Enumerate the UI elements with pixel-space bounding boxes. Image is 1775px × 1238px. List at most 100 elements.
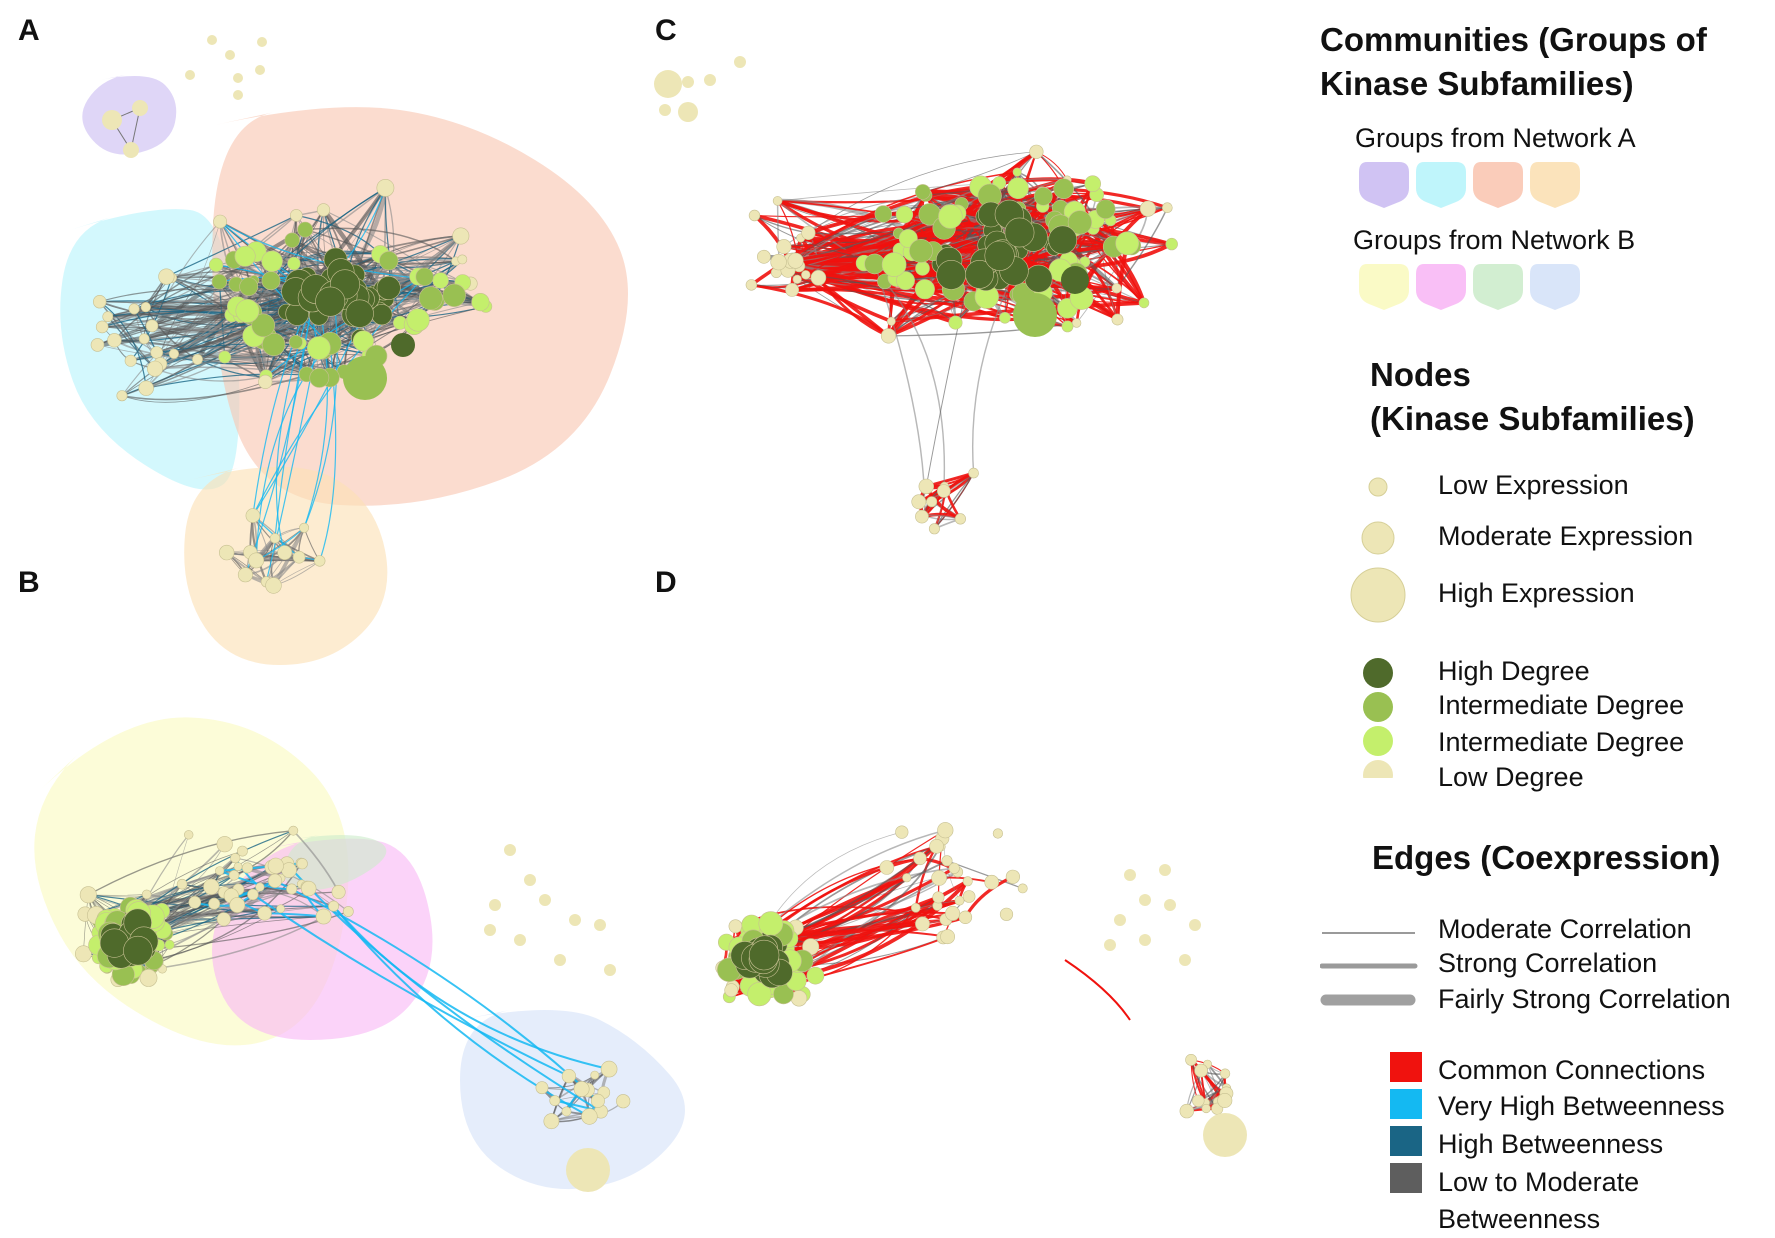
panel-c-node <box>1025 265 1052 292</box>
panel-d-node <box>1006 870 1020 884</box>
panel-c-node <box>757 250 770 263</box>
panel-d-node <box>933 892 944 903</box>
panel-d-isolated-node <box>1124 869 1136 881</box>
community-a-swatch-3 <box>1473 162 1523 208</box>
panel-b-node <box>177 879 187 889</box>
panel-c-node <box>916 261 930 275</box>
panel-c-node <box>749 210 760 221</box>
panel-b-node <box>562 1069 576 1083</box>
panel-a-node <box>316 287 345 316</box>
high-betweenness-swatch <box>1390 1126 1422 1156</box>
panel-a-node <box>139 381 154 396</box>
panel-c-isolated-node <box>682 76 694 88</box>
panel-a-node <box>108 333 122 347</box>
panel-a-purple-node <box>123 142 139 158</box>
panel-a-node <box>270 533 280 543</box>
communities-heading: Communities (Groups of Kinase Subfamilie… <box>1320 18 1707 106</box>
very-high-betweenness-label: Very High Betweenness <box>1438 1091 1725 1122</box>
panel-c-hub-node <box>1013 293 1057 337</box>
panel-b-isolated-node <box>514 934 526 946</box>
panel-d-node <box>896 826 909 839</box>
panel-d-node <box>955 896 964 905</box>
panel-d-node <box>1180 1104 1194 1118</box>
panel-c-node <box>1162 203 1172 213</box>
panel-c-node <box>1116 232 1139 255</box>
panel-d-node <box>1018 884 1027 893</box>
panel-a-hub-node <box>343 356 387 400</box>
panel-b-node <box>562 1107 571 1116</box>
panel-c-pair-node <box>678 102 698 122</box>
panel-d-node <box>1195 1064 1208 1077</box>
panel-d-isolated-node <box>1139 934 1151 946</box>
panel-b-node <box>574 1081 589 1096</box>
panel-c-node <box>881 329 896 344</box>
panel-d-node <box>1220 1069 1230 1079</box>
panel-b-node <box>268 858 284 874</box>
panel-a-node <box>262 272 280 290</box>
panel-a-node <box>377 179 394 196</box>
moderate-correlation-label: Moderate Correlation <box>1438 914 1692 945</box>
panel-a-node <box>236 299 259 322</box>
node-size-swatches <box>1340 453 1420 623</box>
panel-c-node <box>875 206 892 223</box>
panel-c-node <box>1072 319 1081 328</box>
panel-a-node <box>285 233 300 248</box>
panel-c-node <box>896 206 913 223</box>
panel-d-isolated-node <box>1159 864 1171 876</box>
panel-b-node <box>217 836 233 852</box>
panel-b-isolated-node <box>594 919 606 931</box>
panel-a-isolated-node <box>225 50 235 60</box>
panel-c-isolated-node <box>704 74 716 86</box>
intermediate-degree-label-2: Intermediate Degree <box>1438 727 1684 758</box>
panel-c-node <box>786 283 799 296</box>
panel-c-node <box>788 253 803 268</box>
panel-a-node <box>307 337 330 360</box>
panel-c-node <box>949 316 962 329</box>
panel-c-node <box>882 253 906 277</box>
network-a-swatches <box>1355 158 1625 218</box>
panel-b-node <box>301 881 316 896</box>
panel-b-node <box>209 898 220 909</box>
panel-a-node <box>299 523 308 532</box>
panel-c-node <box>937 485 950 498</box>
panel-c-node <box>909 239 932 262</box>
panel-d-node <box>932 871 947 886</box>
panel-d-node <box>915 917 929 931</box>
panel-b-node <box>601 1061 617 1077</box>
panel-d-hub-node <box>1203 1113 1247 1157</box>
moderate-expression-marker <box>1362 522 1394 554</box>
nodes-heading: Nodes (Kinase Subfamilies) <box>1370 353 1695 441</box>
panel-c-node <box>1096 200 1115 219</box>
community-a-swatch-4 <box>1530 162 1580 208</box>
edges-heading: Edges (Coexpression) <box>1372 836 1720 880</box>
panel-b-node <box>591 1071 599 1079</box>
community-b-swatch-2 <box>1416 264 1466 310</box>
panel-c-node <box>746 280 757 291</box>
panel-a-node <box>407 309 430 332</box>
panel-c-node <box>1049 226 1077 254</box>
panel-a-node <box>240 278 258 296</box>
panel-a-isolated-node <box>257 37 267 47</box>
panel-d-node <box>985 875 999 889</box>
low-expression-label: Low Expression <box>1438 470 1629 501</box>
panel-b-node <box>268 874 282 888</box>
panel-a-node <box>147 361 162 376</box>
panel-a-node <box>151 347 163 359</box>
panel-a-node <box>141 302 151 312</box>
panel-a-node <box>266 578 282 594</box>
panel-c-node <box>777 239 791 253</box>
panel-a-node <box>346 300 374 328</box>
community-b-swatch-3 <box>1473 264 1523 310</box>
high-expression-label: High Expression <box>1438 578 1635 609</box>
panel-b-node <box>234 863 242 871</box>
panel-c-node <box>969 468 979 478</box>
panel-b-node <box>237 846 247 856</box>
panel-a-node <box>91 338 104 351</box>
panel-c-node <box>999 312 1010 323</box>
panel-b-node <box>550 1096 560 1106</box>
panel-b-node <box>204 879 220 895</box>
panel-a-node <box>416 268 434 286</box>
panel-c-node <box>811 270 826 285</box>
panel-d-isolated-node <box>1104 939 1116 951</box>
panel-b-node <box>544 1114 559 1129</box>
